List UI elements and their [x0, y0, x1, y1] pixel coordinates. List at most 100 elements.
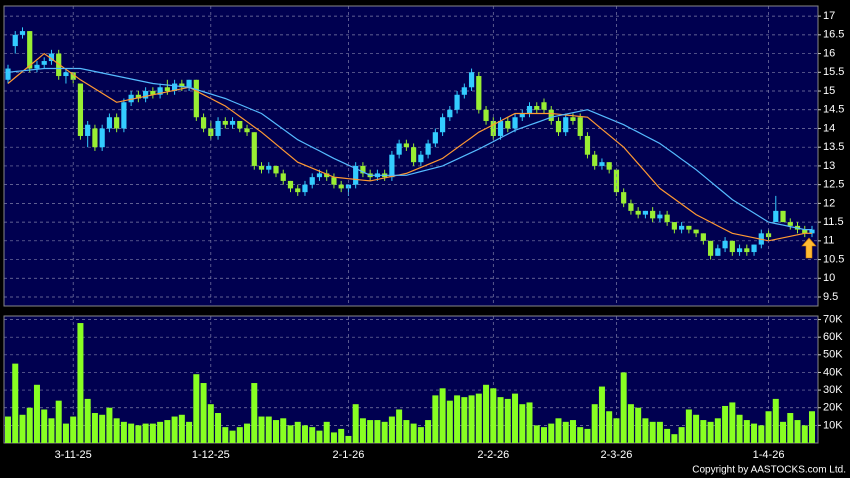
volume-bar	[678, 427, 685, 443]
volume-bar	[613, 418, 620, 443]
candle-body	[171, 83, 178, 92]
candle-body	[48, 53, 55, 62]
x-tick-label: 2-2-26	[477, 449, 509, 461]
candle-body	[215, 120, 221, 136]
volume-bar	[512, 393, 519, 443]
volume-bar	[70, 416, 77, 443]
candle-body	[309, 177, 315, 185]
volume-bar	[244, 423, 251, 443]
volume-bar	[801, 425, 808, 443]
candle-body	[541, 102, 547, 110]
x-tick-label: 2-3-26	[601, 449, 633, 461]
candle-body	[258, 165, 265, 170]
volume-bar	[367, 420, 374, 443]
candle-body	[41, 61, 47, 65]
volume-bar	[207, 404, 214, 443]
candle-body	[237, 120, 243, 129]
volume-bar	[533, 425, 540, 443]
candle-body	[780, 210, 786, 223]
candle-body	[143, 91, 149, 99]
candle-body	[222, 120, 228, 125]
volume-bar	[301, 425, 308, 443]
y-tick-label: 15.5	[823, 66, 844, 78]
volume-bar	[106, 407, 113, 443]
volume-bar	[635, 407, 642, 443]
candle-body	[526, 106, 533, 114]
volume-bar	[606, 411, 613, 443]
volume-bar	[316, 430, 323, 443]
volume-bar	[323, 421, 330, 443]
candle-body	[621, 192, 627, 204]
volume-bar	[787, 413, 794, 443]
volume-bar	[164, 420, 171, 443]
volume-bar	[84, 398, 91, 443]
volume-bar	[309, 427, 316, 443]
volume-bar	[5, 416, 11, 443]
y-tick-label: 30K	[823, 384, 843, 396]
volume-bar	[338, 428, 345, 443]
volume-bar	[41, 409, 48, 443]
candle-body	[331, 177, 337, 185]
volume-bar	[671, 434, 678, 443]
volume-bar	[381, 421, 388, 443]
volume-bar	[490, 388, 497, 443]
candle-body	[447, 109, 453, 118]
candle-body	[77, 83, 84, 136]
candle-body	[266, 165, 272, 170]
y-tick-label: 9.5	[823, 291, 838, 303]
candle-body	[63, 72, 69, 77]
candle-body	[425, 143, 431, 155]
volume-bar	[707, 421, 714, 443]
volume-bar	[120, 421, 127, 443]
x-tick-label: 3-11-25	[55, 449, 92, 461]
volume-bar	[294, 421, 301, 443]
y-tick-label: 13.5	[823, 141, 844, 153]
candle-body	[534, 106, 540, 110]
candle-body	[186, 79, 192, 88]
volume-bar	[765, 411, 772, 443]
candle-body	[27, 31, 33, 69]
candle-body	[244, 128, 250, 133]
volume-bar	[330, 432, 337, 443]
volume-bar	[541, 427, 547, 443]
candle-body	[121, 102, 127, 129]
volume-bar	[642, 418, 649, 443]
volume-bar	[77, 323, 84, 443]
volume-bar	[577, 427, 584, 443]
y-tick-label: 17	[823, 10, 835, 22]
candle-body	[650, 210, 656, 219]
volume-bar	[736, 414, 743, 443]
volume-bar	[251, 383, 258, 443]
candle-body	[85, 124, 91, 136]
candle-body	[280, 173, 286, 181]
volume-bar	[345, 435, 352, 443]
candle-body	[454, 94, 460, 110]
volume-bar	[809, 411, 815, 443]
x-tick-label: 1-12-25	[192, 449, 230, 461]
volume-bar	[569, 420, 576, 443]
candle-body	[164, 87, 170, 92]
y-tick-label: 14.5	[823, 104, 844, 116]
volume-bar	[403, 420, 410, 443]
candle-body	[295, 188, 301, 193]
volume-bar	[439, 388, 446, 443]
volume-bar	[562, 421, 569, 443]
volume-bar	[200, 383, 207, 443]
volume-bar	[526, 402, 533, 443]
y-tick-label: 70K	[823, 313, 843, 325]
candle-body	[729, 240, 735, 253]
candle-body	[302, 184, 308, 193]
volume-bar	[352, 404, 359, 443]
volume-bar	[171, 416, 178, 443]
candle-body	[548, 109, 554, 121]
volume-bar	[700, 420, 707, 443]
volume-bar	[258, 416, 265, 443]
candle-body	[432, 132, 438, 144]
volume-bar	[359, 418, 366, 443]
volume-bar	[265, 416, 272, 443]
y-tick-label: 12	[823, 197, 835, 209]
candle-body	[635, 210, 641, 215]
candle-body	[360, 165, 366, 174]
candle-body	[389, 154, 395, 178]
volume-bar	[157, 421, 164, 443]
